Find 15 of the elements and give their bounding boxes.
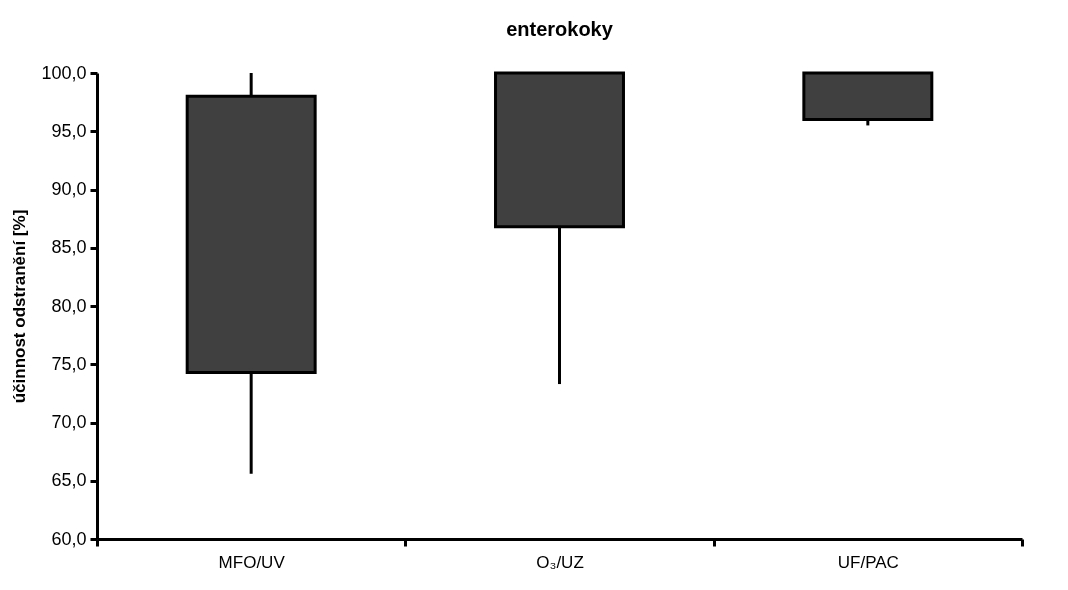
y-tick-label: 70,0 xyxy=(51,412,87,432)
y-tick-label: 100,0 xyxy=(41,62,87,83)
y-tick-label: 90,0 xyxy=(51,179,87,199)
y-tick-label: 75,0 xyxy=(51,353,87,374)
y-axis-title: účinnost odstranění [%] xyxy=(10,209,30,404)
x-tick-label: O₃/UZ xyxy=(536,552,584,572)
y-tick-label: 80,0 xyxy=(51,295,87,316)
x-tick-label: UF/PAC xyxy=(837,552,899,572)
x-tick-label: MFO/UV xyxy=(218,552,286,572)
candlestick xyxy=(185,73,317,474)
y-tick-label: 65,0 xyxy=(51,470,87,491)
y-tick-label: 95,0 xyxy=(51,120,87,141)
y-tick-label: 85,0 xyxy=(51,237,87,258)
chart-title: enterokoky xyxy=(506,18,614,40)
y-tick-label: 60,0 xyxy=(51,528,87,549)
